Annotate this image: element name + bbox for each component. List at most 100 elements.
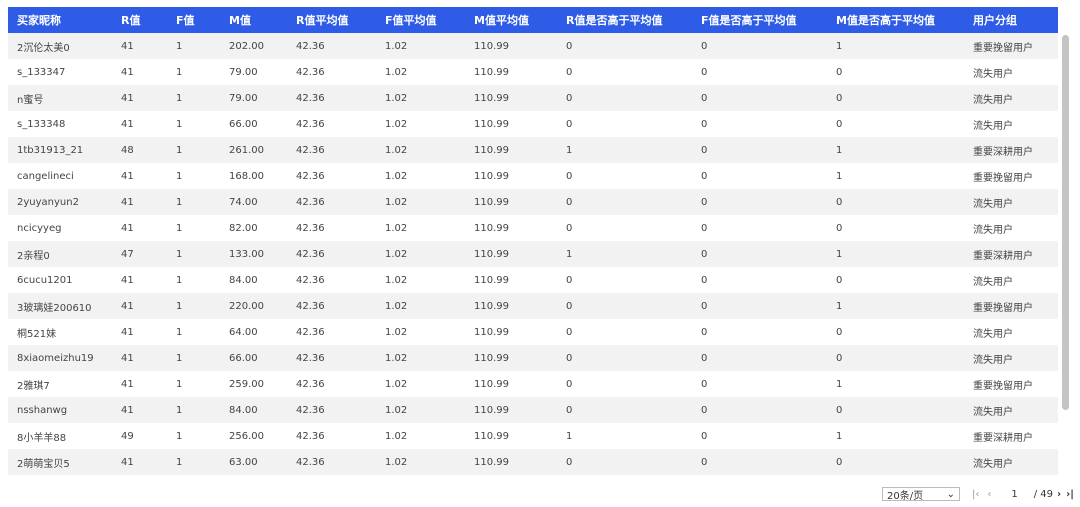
table-cell: 48 <box>121 144 134 156</box>
table-cell: 110.99 <box>474 144 509 156</box>
table-cell: 1.02 <box>385 170 408 182</box>
table-row[interactable]: 2yuyanyun2 41 1 74.00 42.36 1.02 110.99 0 0 0 流失用户 <box>8 189 1058 215</box>
table-row[interactable]: s_133348 41 1 66.00 42.36 1.02 110.99 0 0 0 流失用户 <box>8 111 1058 137</box>
column-header[interactable]: 用户分组 <box>973 14 1017 27</box>
pagination: 20条/页 ⌄ |‹ ‹ 1 / 49 › ›| <box>882 487 1074 502</box>
table-cell: 41 <box>121 118 134 130</box>
table-cell: 重要挽留用户 <box>973 302 1033 314</box>
data-table: 买家昵称 R值 F值 M值 R值平均值 F值平均值 M值平均值 R值是否高于平均值 F值是否高于… <box>8 7 1058 475</box>
table-cell: 1 <box>176 274 183 286</box>
next-page-icon[interactable]: › <box>1057 488 1062 500</box>
table-header: 买家昵称 R值 F值 M值 R值平均值 F值平均值 M值平均值 R值是否高于平均值 F值是否高于… <box>8 7 1058 33</box>
table-cell: 42.36 <box>296 248 325 260</box>
table-cell: 流失用户 <box>973 224 1013 236</box>
table-cell: 41 <box>121 378 134 390</box>
table-row[interactable]: cangelineci 41 1 168.00 42.36 1.02 110.99 0 0 1 重要… <box>8 163 1058 189</box>
table-cell: 261.00 <box>229 144 264 156</box>
table-cell: 110.99 <box>474 378 509 390</box>
table-row[interactable]: s_133347 41 1 79.00 42.36 1.02 110.99 0 0 0 流失用户 <box>8 59 1058 85</box>
column-header[interactable]: F值 <box>176 14 195 27</box>
table-cell: 1.02 <box>385 274 408 286</box>
table-cell: 1.02 <box>385 92 408 104</box>
table-cell: 41 <box>121 326 134 338</box>
table-cell: 1 <box>836 248 843 260</box>
table-cell: 0 <box>701 326 708 338</box>
table-cell: 8xiaomeizhu19 <box>17 352 94 364</box>
table-cell: 42.36 <box>296 352 325 364</box>
table-cell: 110.99 <box>474 326 509 338</box>
column-header[interactable]: M值平均值 <box>474 14 529 27</box>
table-row[interactable]: 2雅琪7 41 1 259.00 42.36 1.02 110.99 0 0 1 重要挽留用户 <box>8 371 1058 397</box>
table-cell: 1 <box>176 144 183 156</box>
table-row[interactable]: 1tb31913_21 48 1 261.00 42.36 1.02 110.99 1 0 1 重要… <box>8 137 1058 163</box>
table-cell: 0 <box>566 40 573 52</box>
table-cell: 42.36 <box>296 326 325 338</box>
table-row[interactable]: 桐521妹 41 1 64.00 42.36 1.02 110.99 0 0 0 流失用户 <box>8 319 1058 345</box>
column-header[interactable]: M值 <box>229 14 251 27</box>
table-cell: 1.02 <box>385 196 408 208</box>
table-cell: 42.36 <box>296 222 325 234</box>
table-cell: 110.99 <box>474 456 509 468</box>
table-cell: 42.36 <box>296 144 325 156</box>
table-cell: 1.02 <box>385 456 408 468</box>
table-cell: 41 <box>121 274 134 286</box>
table-cell: 42.36 <box>296 274 325 286</box>
table-cell: 41 <box>121 92 134 104</box>
table-cell: 41 <box>121 222 134 234</box>
column-header[interactable]: R值是否高于平均值 <box>566 14 663 27</box>
table-cell: 1 <box>176 222 183 234</box>
prev-page-icon[interactable]: ‹ <box>987 488 992 500</box>
table-cell: 1 <box>176 456 183 468</box>
table-cell: 流失用户 <box>973 328 1013 340</box>
column-header[interactable]: F值平均值 <box>385 14 437 27</box>
table-cell: 1 <box>836 300 843 312</box>
table-row[interactable]: 6cucu1201 41 1 84.00 42.36 1.02 110.99 0 0 0 流失用户 <box>8 267 1058 293</box>
vertical-scrollbar[interactable] <box>1062 35 1069 410</box>
table-cell: 流失用户 <box>973 68 1013 80</box>
table-cell: 42.36 <box>296 404 325 416</box>
table-row[interactable]: ncicyyeg 41 1 82.00 42.36 1.02 110.99 0 0 0 流失用户 <box>8 215 1058 241</box>
table-row[interactable]: 8xiaomeizhu19 41 1 66.00 42.36 1.02 110.99 0 0 0 流… <box>8 345 1058 371</box>
table-cell: 0 <box>566 92 573 104</box>
table-cell: 1tb31913_21 <box>17 144 84 156</box>
table-row[interactable]: 2萌萌宝贝5 41 1 63.00 42.36 1.02 110.99 0 0 0 流失用户 <box>8 449 1058 475</box>
table-cell: 桐521妹 <box>17 328 57 340</box>
table-cell: 220.00 <box>229 300 264 312</box>
table-row[interactable]: n蜜号 41 1 79.00 42.36 1.02 110.99 0 0 0 流失用户 <box>8 85 1058 111</box>
table-cell: 0 <box>836 274 843 286</box>
table-cell: 1 <box>176 248 183 260</box>
table-cell: 0 <box>566 404 573 416</box>
table-cell: 流失用户 <box>973 458 1013 470</box>
table-cell: 1 <box>176 326 183 338</box>
current-page[interactable]: 1 <box>1011 488 1018 500</box>
last-page-icon[interactable]: ›| <box>1066 488 1074 500</box>
table-cell: 42.36 <box>296 92 325 104</box>
table-row[interactable]: nsshanwg 41 1 84.00 42.36 1.02 110.99 0 0 0 流失用户 <box>8 397 1058 423</box>
page-size-select[interactable]: 20条/页 ⌄ <box>882 487 960 502</box>
table-cell: 0 <box>701 144 708 156</box>
table-cell: 0 <box>836 222 843 234</box>
table-row[interactable]: 3玻璃娃200610 41 1 220.00 42.36 1.02 110.99 0 0 1 重要挽… <box>8 293 1058 319</box>
table-cell: 6cucu1201 <box>17 274 73 286</box>
table-cell: 0 <box>701 300 708 312</box>
table-row[interactable]: 2亲程0 47 1 133.00 42.36 1.02 110.99 1 0 1 重要深耕用户 <box>8 241 1058 267</box>
column-header[interactable]: M值是否高于平均值 <box>836 14 935 27</box>
column-header[interactable]: R值 <box>121 14 141 27</box>
table-cell: 1.02 <box>385 144 408 156</box>
table-cell: 256.00 <box>229 430 264 442</box>
column-header[interactable]: F值是否高于平均值 <box>701 14 797 27</box>
first-page-icon[interactable]: |‹ <box>972 488 980 500</box>
table-cell: 0 <box>701 430 708 442</box>
table-cell: 41 <box>121 352 134 364</box>
column-header[interactable]: 买家昵称 <box>17 14 61 27</box>
table-row[interactable]: 8小羊羊88 49 1 256.00 42.36 1.02 110.99 1 0 1 重要深耕用户 <box>8 423 1058 449</box>
table-cell: 42.36 <box>296 118 325 130</box>
table-cell: nsshanwg <box>17 404 68 416</box>
table-cell: 0 <box>701 404 708 416</box>
table-cell: 1.02 <box>385 378 408 390</box>
column-header[interactable]: R值平均值 <box>296 14 349 27</box>
table-cell: 1 <box>176 404 183 416</box>
table-row[interactable]: 2沉伦太美0 41 1 202.00 42.36 1.02 110.99 0 0 1 重要挽留用户 <box>8 33 1058 59</box>
table-cell: 47 <box>121 248 134 260</box>
table-cell: 110.99 <box>474 196 509 208</box>
